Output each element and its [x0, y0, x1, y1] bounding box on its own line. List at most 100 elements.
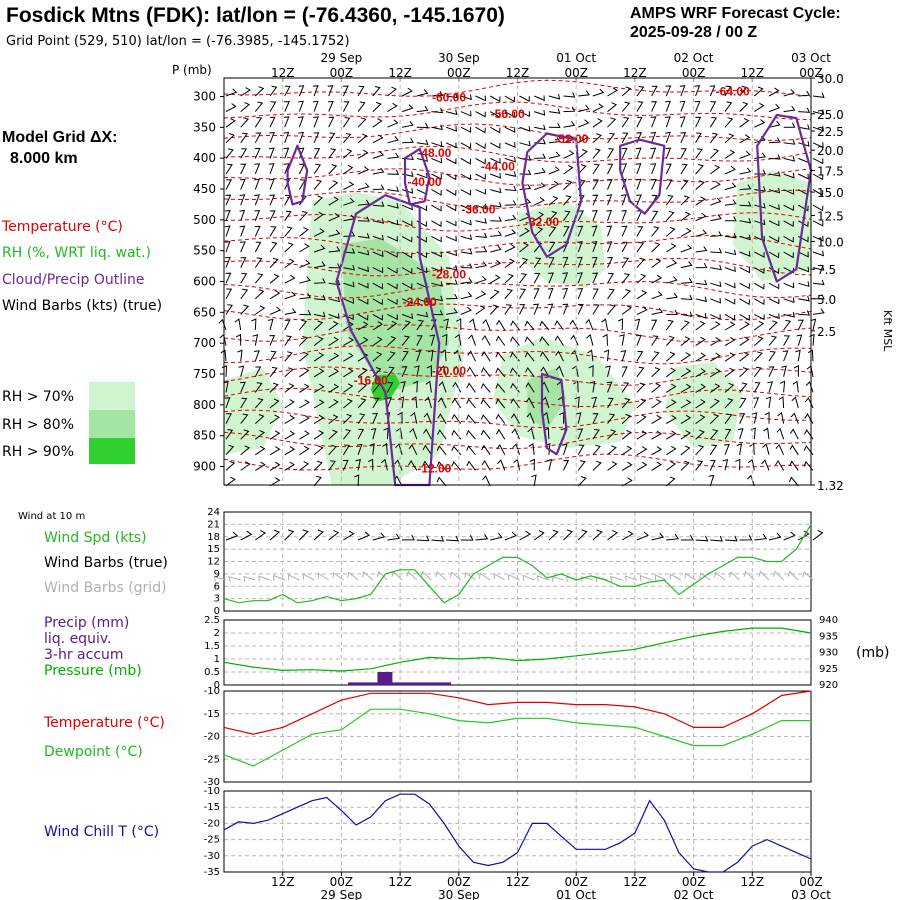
- wind-barb: [810, 318, 817, 331]
- wind-barb: [284, 335, 292, 346]
- legend-wind-barbs-true: Wind Barbs (true): [44, 555, 168, 571]
- wind-barb: [299, 399, 310, 409]
- wind-barb: [387, 336, 397, 346]
- bottom-time-label: 00Z: [330, 875, 354, 889]
- wind-barb: [475, 247, 488, 253]
- wind-barb: [591, 256, 598, 268]
- wind-barb: [724, 149, 736, 159]
- wind-barb: [636, 194, 642, 206]
- wind-barb: [268, 147, 275, 159]
- wind-barb: [680, 195, 690, 206]
- wind-barb: [431, 251, 442, 258]
- wind-barb: [754, 320, 765, 331]
- wind-barb: [372, 298, 383, 306]
- wind-barb: [240, 87, 251, 97]
- wind-barb-true: [812, 529, 824, 541]
- wind-barb: [747, 458, 755, 471]
- wind-barb: [620, 350, 627, 362]
- wind-barb: [709, 85, 716, 97]
- wind-barb: [343, 197, 355, 206]
- wind-barb: [710, 197, 722, 206]
- wind-barb: [783, 105, 796, 113]
- wind-barb: [313, 132, 320, 144]
- wind-barb: [563, 164, 574, 175]
- wind-barb: [724, 133, 735, 144]
- kft-tick-label: 20.0: [817, 144, 844, 158]
- wind-barb: [240, 148, 248, 159]
- wind-barb: [387, 235, 398, 242]
- wind-barb: [489, 142, 501, 149]
- wind-barb: [284, 242, 294, 253]
- wind-barb: [431, 189, 442, 196]
- wind-barb: [539, 351, 550, 362]
- wind-barb: [410, 412, 418, 424]
- wind-barb: [679, 100, 686, 112]
- pressure-ytick: 935: [819, 631, 838, 642]
- wind-barb: [636, 273, 647, 284]
- wind-barb: [489, 157, 501, 164]
- wind-barb: [467, 350, 476, 362]
- wind-barb: [254, 429, 266, 440]
- wind-barb: [798, 107, 811, 113]
- wind-barb: [357, 182, 370, 191]
- wind-barb: [807, 349, 814, 362]
- wind-barb: [372, 412, 378, 424]
- wind-barb: [475, 173, 486, 180]
- chill-frame: [223, 790, 812, 873]
- wind-barb: [431, 157, 443, 164]
- top-date-label: 01 Oct: [556, 51, 596, 65]
- wind-barb: [490, 230, 502, 237]
- wind-barb: [592, 163, 600, 175]
- wind-barb: [328, 460, 336, 471]
- wind-barb: [795, 349, 801, 362]
- wind-barb: [401, 188, 414, 194]
- wind-barb: [665, 195, 674, 206]
- wind-barb: [665, 319, 674, 331]
- wind-barb: [739, 382, 748, 393]
- wind-barb: [768, 120, 781, 128]
- wind-barb: [812, 142, 824, 149]
- wind-barb: [343, 132, 352, 144]
- wind-barb: [710, 214, 722, 222]
- wind-barb: [739, 413, 746, 424]
- legend-wind-chill: Wind Chill T (°C): [44, 824, 159, 840]
- bottom-time-label: 00Z: [564, 875, 588, 889]
- wind-barb: [284, 383, 295, 393]
- pressure-tick-label: 450: [193, 182, 216, 196]
- bottom-date-label: 03 Oct: [791, 888, 831, 900]
- wind-barb: [299, 445, 310, 456]
- wind-barb-true: [240, 530, 253, 541]
- wind-barb: [460, 157, 472, 165]
- wind-barb: [504, 95, 516, 103]
- wind-barb: [586, 333, 594, 346]
- wind-barb: [803, 460, 814, 471]
- wind-barb: [812, 157, 824, 165]
- rh-region-70: [664, 361, 743, 448]
- wind-barb: [607, 163, 614, 175]
- wind-barb: [425, 380, 432, 393]
- wind-barb: [446, 279, 458, 285]
- wind-barb: [665, 210, 675, 222]
- wind-barb: [587, 349, 594, 362]
- wind-barb: [812, 250, 825, 257]
- wind-barb: [534, 167, 546, 175]
- wind-barb: [510, 336, 520, 346]
- pressure-tick-label: 850: [193, 429, 216, 443]
- wind-barb: [651, 319, 658, 331]
- wind-barb: [225, 413, 232, 424]
- wind-barb: [621, 210, 627, 221]
- wind-barb: [635, 147, 642, 159]
- wind-barb: [239, 178, 246, 190]
- wind-barb: [481, 459, 491, 471]
- legend-pressure: Pressure (mb): [44, 663, 142, 679]
- wind-barb-true: [372, 532, 386, 541]
- wind-barb-grid: [347, 571, 359, 581]
- wind-barb-true: [592, 529, 603, 541]
- wind-barb: [431, 220, 442, 228]
- wind-barb: [763, 427, 770, 440]
- temperature-contour-label: -16.00: [354, 374, 388, 388]
- wind-barb: [422, 444, 432, 456]
- wind-barb: [394, 459, 403, 471]
- wind-barb: [431, 107, 444, 114]
- wind-barb: [343, 231, 356, 237]
